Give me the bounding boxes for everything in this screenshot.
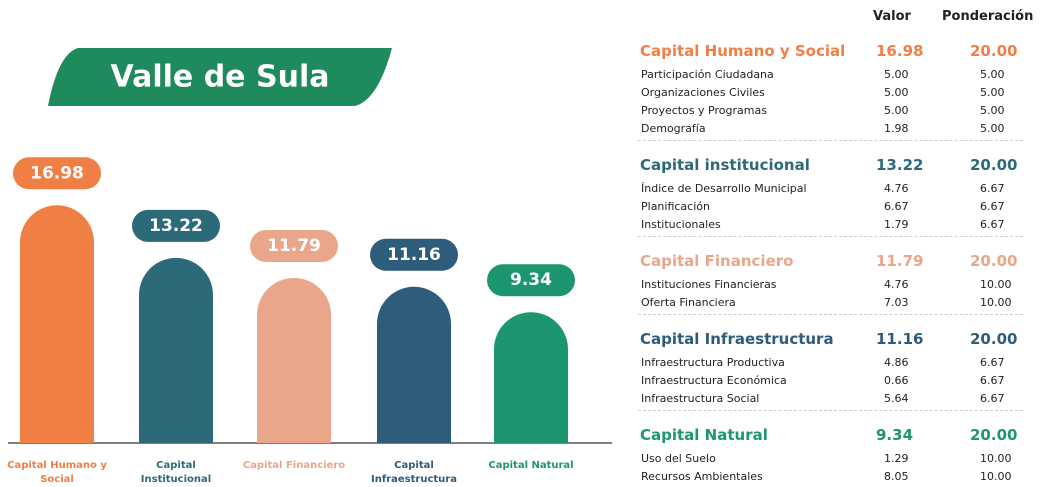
group-weight: 20.00 — [970, 42, 1018, 60]
item-weight: 5.00 — [980, 104, 1005, 117]
value-label: 16.98 — [30, 163, 84, 183]
item-weight: 10.00 — [980, 278, 1012, 291]
item-name: Recursos Ambientales — [641, 470, 763, 483]
item-value: 8.05 — [884, 470, 909, 483]
title-banner — [48, 48, 392, 106]
group-value: 9.34 — [876, 426, 914, 444]
item-value: 6.67 — [884, 200, 909, 213]
bar — [20, 205, 95, 443]
item-value: 1.79 — [884, 218, 909, 231]
group-weight: 20.00 — [970, 156, 1018, 174]
separator — [638, 236, 1023, 237]
item-weight: 6.67 — [980, 356, 1005, 369]
item-weight: 5.00 — [980, 86, 1005, 99]
item-weight: 5.00 — [980, 68, 1005, 81]
x-tick-label: Capital Natural — [488, 460, 574, 471]
item-value: 1.29 — [884, 452, 909, 465]
bar — [494, 312, 568, 443]
chart: Valle de Sula 16.98 13.22 11.79 11.16 9.34 — [8, 48, 612, 444]
item-value: 4.86 — [884, 356, 909, 369]
item-value: 5.00 — [884, 86, 909, 99]
value-label: 13.22 — [149, 216, 203, 236]
group-name: Capital Financiero — [640, 252, 794, 270]
separator — [638, 140, 1023, 141]
item-value: 7.03 — [884, 296, 909, 309]
item-name: Índice de Desarrollo Municipal — [641, 182, 807, 195]
value-label: 9.34 — [510, 270, 552, 290]
item-name: Infraestructura Económica — [641, 374, 787, 387]
item-name: Proyectos y Programas — [641, 104, 767, 117]
item-name: Uso del Suelo — [641, 452, 716, 465]
item-weight: 6.67 — [980, 200, 1005, 213]
item-name: Demografía — [641, 122, 706, 135]
value-pill — [132, 209, 220, 242]
value-pill — [13, 157, 101, 190]
item-weight: 6.67 — [980, 392, 1005, 405]
group-name: Capital Infraestructura — [640, 330, 834, 348]
x-tick-label: Capital Humano y Social — [7, 460, 107, 485]
x-tick-label: Capital Institucional — [140, 460, 212, 485]
separator — [638, 410, 1023, 411]
item-value: 4.76 — [884, 278, 909, 291]
item-weight: 5.00 — [980, 122, 1005, 135]
column-header: Ponderación — [942, 9, 1034, 24]
item-name: Oferta Financiera — [641, 296, 736, 309]
item-value: 5.00 — [884, 104, 909, 117]
item-name: Organizaciones Civiles — [641, 86, 765, 99]
group-value: 16.98 — [876, 42, 924, 60]
item-name: Infraestructura Social — [641, 392, 760, 405]
value-pill — [370, 238, 458, 271]
item-value: 4.76 — [884, 182, 909, 195]
item-weight: 10.00 — [980, 470, 1012, 483]
group-value: 11.16 — [876, 330, 924, 348]
chart-title: Valle de Sula — [111, 60, 330, 95]
value-pill — [487, 264, 575, 297]
item-weight: 6.67 — [980, 374, 1005, 387]
group-weight: 20.00 — [970, 330, 1018, 348]
group-value: 11.79 — [876, 252, 924, 270]
item-value: 0.66 — [884, 374, 909, 387]
item-value: 5.64 — [884, 392, 909, 405]
separator — [638, 314, 1023, 315]
item-name: Infraestructura Productiva — [641, 356, 785, 369]
x-tick-label: Capital Financiero — [242, 460, 346, 471]
item-value: 5.00 — [884, 68, 909, 81]
bar — [139, 257, 213, 443]
item-weight: 6.67 — [980, 182, 1005, 195]
value-label: 11.79 — [267, 236, 321, 256]
group-value: 13.22 — [876, 156, 924, 174]
group-weight: 20.00 — [970, 426, 1018, 444]
group-name: Capital Humano y Social — [640, 42, 846, 60]
group-name: Capital Natural — [640, 426, 768, 444]
bar — [377, 286, 451, 443]
item-weight: 10.00 — [980, 452, 1012, 465]
item-weight: 10.00 — [980, 296, 1012, 309]
value-label: 11.16 — [387, 245, 441, 265]
column-header: Valor — [873, 9, 911, 24]
group-weight: 20.00 — [970, 252, 1018, 270]
item-name: Institucionales — [641, 218, 721, 231]
group-name: Capital institucional — [640, 156, 810, 174]
item-name: Instituciones Financieras — [641, 278, 777, 291]
item-name: Planificación — [641, 200, 710, 213]
item-weight: 6.67 — [980, 218, 1005, 231]
bar — [257, 277, 331, 443]
item-value: 1.98 — [884, 122, 909, 135]
item-name: Participación Ciudadana — [641, 68, 774, 81]
value-pill — [250, 229, 338, 262]
x-tick-label: Capital Infraestructura — [371, 460, 457, 485]
